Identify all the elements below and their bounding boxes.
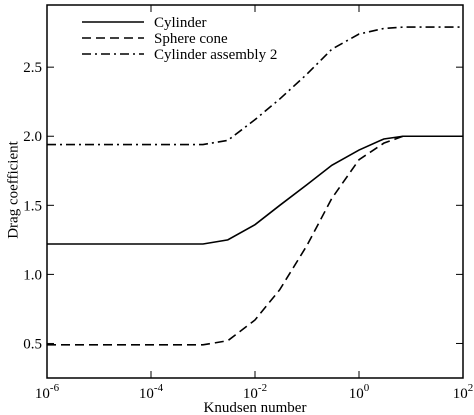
data-line	[47, 26, 463, 146]
x-tick-label: 10-2	[243, 382, 267, 402]
y-tick-label: 1.0	[23, 267, 42, 283]
x-tick-label: 10-4	[139, 382, 164, 402]
x-tick-label: 10-6	[35, 382, 60, 402]
x-tick-exponent: -2	[258, 382, 267, 394]
x-tick-base: 10	[35, 386, 50, 402]
x-tick-exponent: 0	[364, 382, 370, 394]
y-tick-label: 1.5	[23, 198, 42, 214]
x-tick-base: 10	[139, 386, 154, 402]
legend-label: Sphere cone	[154, 31, 228, 47]
y-tick-label: 2.0	[23, 129, 42, 145]
y-tick-label: 0.5	[23, 336, 42, 352]
x-tick-base: 10	[453, 386, 468, 402]
x-tick-label: 102	[453, 382, 474, 402]
y-axis-label: Drag coefficient	[5, 140, 21, 238]
y-tick-label: 2.5	[23, 60, 42, 76]
x-tick-exponent: -6	[50, 382, 60, 394]
x-tick-label: 100	[349, 382, 370, 402]
x-tick-base: 10	[349, 386, 364, 402]
x-tick-base: 10	[243, 386, 258, 402]
x-tick-exponent: 2	[468, 382, 474, 394]
legend-label: Cylinder assembly 2	[154, 47, 277, 63]
data-line	[47, 135, 463, 245]
x-axis-label: Knudsen number	[204, 400, 307, 415]
data-line	[47, 135, 463, 346]
x-tick-exponent: -4	[154, 382, 164, 394]
legend-label: Cylinder	[154, 15, 207, 31]
